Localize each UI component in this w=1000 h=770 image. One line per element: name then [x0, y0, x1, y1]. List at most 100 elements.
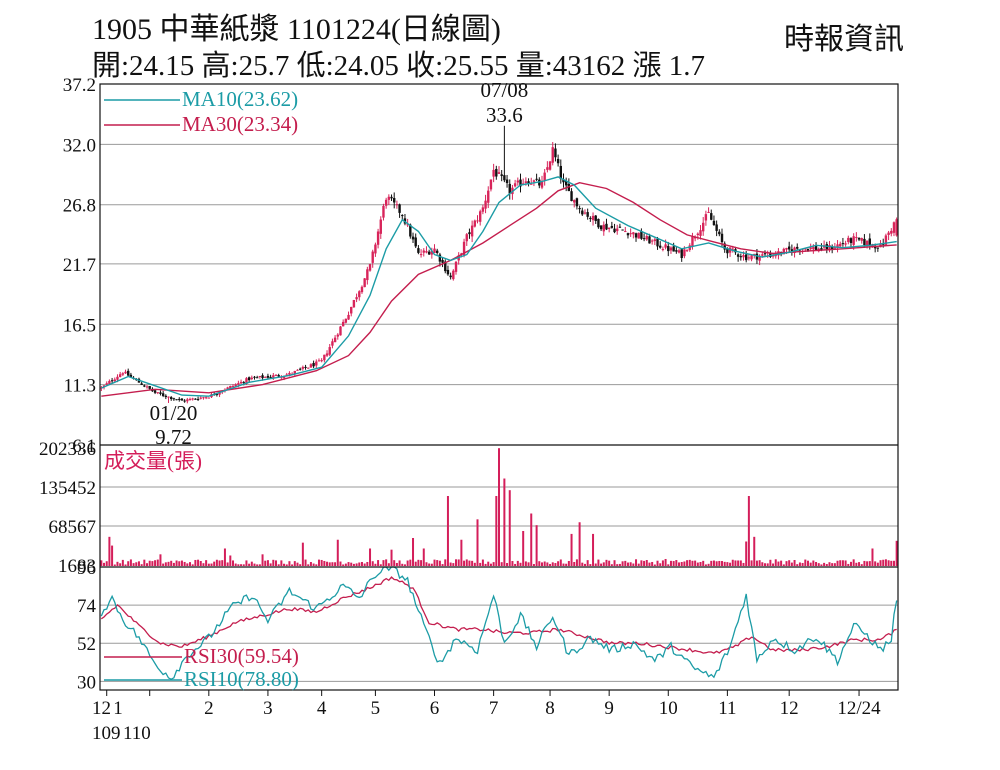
- volume-bar: [855, 562, 858, 566]
- candle-body: [581, 210, 584, 215]
- volume-bar: [790, 562, 793, 566]
- volume-bar: [637, 563, 640, 566]
- volume-bar: [812, 560, 815, 566]
- volume-bar: [366, 561, 369, 566]
- volume-bar: [272, 559, 275, 566]
- candle-body: [148, 386, 151, 389]
- quote-summary: 開:24.15 高:25.7 低:24.05 收:25.55 量:43162 漲…: [92, 50, 706, 82]
- volume-bar: [876, 562, 879, 566]
- volume-bar: [645, 559, 648, 566]
- candle-body: [519, 179, 522, 187]
- candle-body: [860, 238, 863, 241]
- volume-bar: [849, 561, 852, 566]
- volume-bar: [223, 548, 226, 566]
- candle-body: [621, 229, 624, 231]
- volume-bar: [358, 562, 361, 566]
- volume-bar: [723, 561, 726, 566]
- volume-bar: [489, 563, 492, 566]
- volume-bar: [852, 559, 855, 566]
- volume-label: 成交量(張): [104, 449, 202, 473]
- volume-bar: [487, 561, 490, 566]
- candle-body: [143, 385, 146, 387]
- candle-body: [532, 180, 536, 182]
- candle-body: [188, 398, 192, 401]
- volume-bar: [500, 562, 503, 566]
- candle-body: [465, 234, 468, 242]
- price-tick-label: 16.5: [63, 315, 96, 336]
- candle-body: [433, 248, 436, 253]
- volume-bar: [347, 562, 350, 566]
- volume-bar: [621, 561, 624, 566]
- candle-body: [887, 232, 890, 235]
- volume-bar: [307, 564, 310, 566]
- volume-bar: [481, 559, 484, 566]
- volume-bar: [669, 560, 672, 566]
- candle-body: [844, 243, 847, 245]
- candle-body: [478, 211, 482, 222]
- candle-body: [293, 370, 296, 375]
- volume-bar: [121, 559, 124, 566]
- candle-body: [648, 236, 651, 244]
- candle-body: [556, 158, 560, 164]
- candle-body: [328, 347, 331, 355]
- volume-bar: [823, 562, 826, 566]
- volume-bar: [363, 563, 366, 566]
- ma30-legend-label: MA30(23.34): [182, 112, 298, 136]
- volume-bar: [210, 563, 213, 566]
- volume-bar: [234, 563, 237, 566]
- volume-bar: [530, 513, 533, 566]
- candle-body: [481, 207, 485, 212]
- candle-body: [449, 275, 452, 278]
- candle-body: [422, 250, 425, 253]
- candle-body: [814, 245, 818, 250]
- volume-tick-label: 68567: [49, 517, 97, 538]
- volume-bar: [323, 560, 326, 566]
- volume-bar: [285, 564, 288, 566]
- volume-bar: [648, 562, 651, 566]
- high-date-annotation: 07/08: [480, 78, 528, 102]
- volume-bar: [463, 560, 466, 566]
- volume-bar: [280, 560, 283, 566]
- volume-bar: [659, 563, 662, 566]
- candle-body: [110, 380, 114, 382]
- candle-body: [503, 175, 506, 181]
- candle-body: [261, 375, 264, 379]
- candle-body: [653, 239, 657, 242]
- candle-body: [578, 208, 581, 210]
- candle-body: [602, 224, 605, 232]
- volume-bar: [866, 561, 869, 566]
- candle-body: [118, 374, 122, 377]
- candle-body: [804, 248, 807, 250]
- volume-bar: [178, 561, 181, 566]
- candle-body: [720, 233, 724, 243]
- volume-bar: [299, 564, 302, 566]
- volume-bar: [739, 560, 742, 566]
- volume-bar: [446, 496, 449, 566]
- high-value-annotation: 33.6: [486, 103, 523, 127]
- volume-bar: [715, 561, 718, 566]
- candle-body: [116, 376, 119, 380]
- candle-body: [683, 249, 686, 257]
- volume-bar: [498, 448, 500, 566]
- volume-bar: [519, 562, 522, 566]
- candle-body: [667, 245, 670, 252]
- candle-body: [696, 233, 700, 235]
- volume-bar: [315, 564, 318, 566]
- volume-bar: [344, 563, 347, 566]
- candle-body: [446, 269, 450, 275]
- chart-frame: [99, 83, 899, 696]
- volume-bar: [562, 563, 565, 566]
- volume-bar: [691, 560, 694, 566]
- candle-body: [591, 215, 595, 221]
- volume-bar: [871, 548, 874, 566]
- candle-body: [468, 232, 471, 235]
- volume-bar: [635, 559, 638, 566]
- volume-bar: [242, 564, 245, 566]
- candle-body: [336, 334, 339, 337]
- candle-body: [796, 246, 799, 249]
- candle-body: [309, 364, 313, 368]
- candle-body: [245, 378, 248, 384]
- volume-bar: [393, 560, 396, 566]
- volume-bar: [704, 564, 707, 566]
